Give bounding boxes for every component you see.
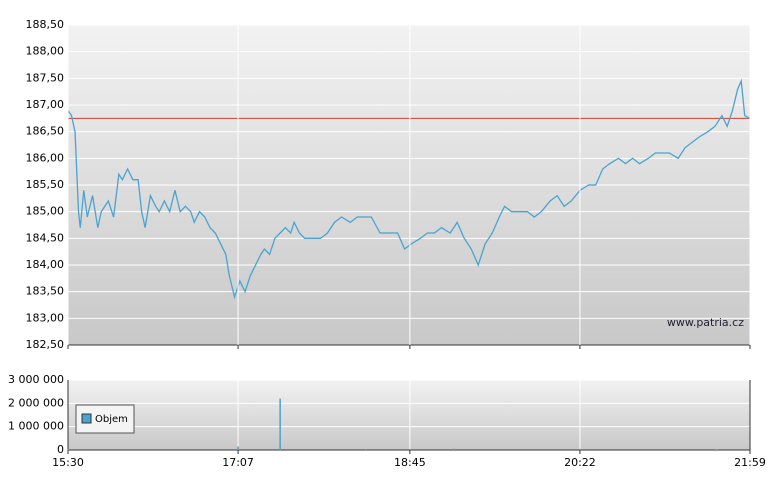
- y-tick-label: 182,50: [26, 338, 65, 351]
- x-tick-label: 15:30: [52, 456, 84, 469]
- x-tick-label: 17:07: [222, 456, 254, 469]
- y-tick-label: 184,00: [26, 258, 65, 271]
- volume-bar: [67, 448, 69, 450]
- volume-bar: [237, 446, 239, 450]
- y-tick-label: 3 000 000: [8, 373, 64, 386]
- y-tick-label: 183,50: [26, 285, 65, 298]
- y-tick-label: 183,00: [26, 311, 65, 324]
- y-tick-label: 184,50: [26, 231, 65, 244]
- y-tick-label: 187,50: [26, 71, 65, 84]
- y-tick-label: 186,00: [26, 151, 65, 164]
- y-tick-label: 188,00: [26, 45, 65, 58]
- x-tick-label: 20:22: [564, 456, 596, 469]
- legend-swatch: [81, 413, 92, 424]
- y-tick-label: 186,50: [26, 125, 65, 138]
- volume-bar: [279, 398, 281, 450]
- y-tick-label: 185,50: [26, 178, 65, 191]
- volume-bar: [452, 448, 455, 450]
- volume-bar: [365, 449, 367, 450]
- x-tick-label: 18:45: [394, 456, 426, 469]
- y-tick-label: 2 000 000: [8, 396, 64, 409]
- volume-bar: [579, 448, 581, 450]
- volume-bar: [715, 449, 718, 450]
- watermark: www.patria.cz: [667, 316, 744, 329]
- y-tick-label: 0: [57, 443, 64, 456]
- price-line: [67, 78, 751, 300]
- legend-label: Objem: [95, 414, 128, 425]
- y-tick-label: 185,00: [26, 205, 65, 218]
- volume-plot: [68, 380, 750, 450]
- y-tick-label: 188,50: [26, 18, 65, 31]
- y-tick-label: 187,00: [26, 98, 65, 111]
- x-tick-label: 21:59: [734, 456, 766, 469]
- y-tick-label: 1 000 000: [8, 420, 64, 433]
